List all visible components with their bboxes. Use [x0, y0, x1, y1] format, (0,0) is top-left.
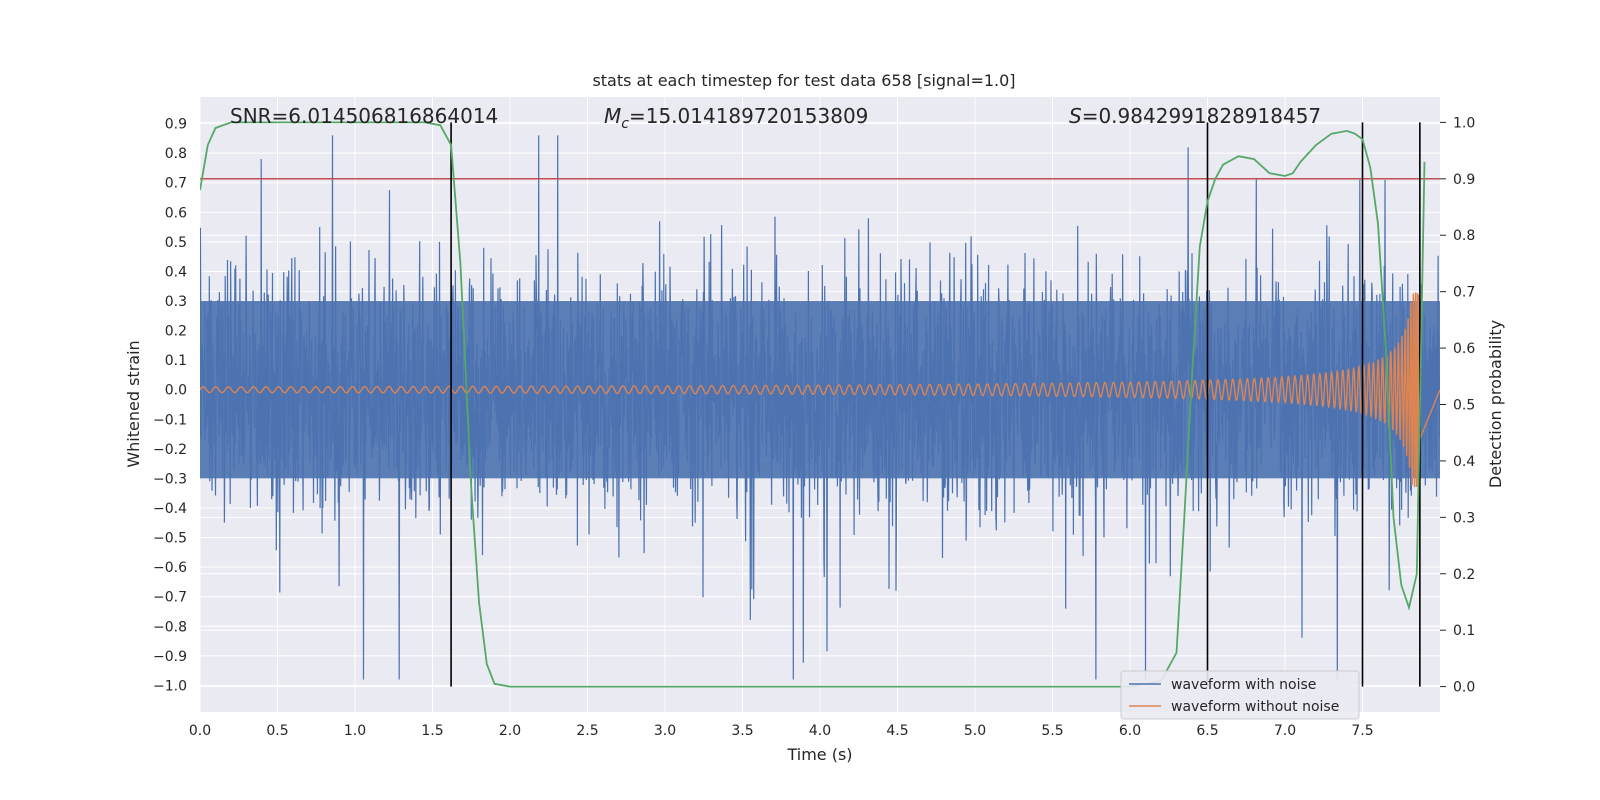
y-tick-label: 0.8	[165, 146, 187, 162]
y2-tick-label: 0.7	[1453, 285, 1475, 301]
x-tick-label: 2.5	[576, 723, 598, 739]
x-tick-label: 4.5	[886, 723, 908, 739]
series-detection-probability	[200, 121, 1426, 688]
y-tick-label: 0.0	[165, 383, 187, 399]
x-tick-label: 3.0	[654, 723, 676, 739]
y2-axis-label: Detection probability	[1486, 320, 1505, 488]
plot-content	[200, 121, 1440, 688]
x-tick-label: 2.0	[499, 723, 521, 739]
chirp-mass-symbol: M	[604, 104, 621, 128]
y2-tick-label: 0.2	[1453, 567, 1475, 583]
s-value: =0.9842991828918457	[1082, 104, 1321, 128]
x-tick-label: 0.5	[266, 723, 288, 739]
y-tick-label: −0.9	[153, 649, 187, 665]
legend-label-noise: waveform with noise	[1171, 677, 1316, 693]
x-tick-label: 3.5	[731, 723, 753, 739]
y2-tick-label: 0.1	[1453, 623, 1475, 639]
s-symbol: S	[1069, 104, 1082, 128]
y-tick-label: −0.1	[153, 412, 187, 428]
y2-tick-label: 1.0	[1453, 115, 1475, 131]
vertical-markers	[450, 122, 1421, 687]
x-axis-ticks: 0.0 0.5 1.0 1.5 2.0 2.5 3.0 3.5 4.0 4.5 5.0 5.5 6.0 6…	[189, 723, 1374, 739]
y2-tick-label: 0.8	[1453, 228, 1475, 244]
legend: waveform with noise waveform without noi…	[1120, 670, 1360, 720]
y-tick-label: 0.5	[165, 235, 187, 251]
y-tick-label: −0.5	[153, 531, 187, 547]
y-tick-label: −0.4	[153, 501, 187, 517]
y2-tick-label: 0.5	[1453, 398, 1475, 414]
y2-axis-ticks: 1.0 0.9 0.8 0.7 0.6 0.5 0.4 0.3 0.2 0.1 0.0	[1440, 115, 1475, 696]
y-tick-label: −1.0	[153, 678, 187, 694]
y-axis-label: Whitened strain	[124, 340, 143, 467]
x-tick-label: 6.5	[1196, 723, 1218, 739]
y-tick-label: −0.2	[153, 442, 187, 458]
noise-waveform-core	[200, 301, 1440, 479]
chirp-mass-value: =15.014189720153809	[629, 104, 868, 128]
x-tick-label: 5.0	[964, 723, 986, 739]
chart-title: stats at each timestep for test data 658…	[592, 71, 1015, 90]
x-tick-label: 4.0	[809, 723, 831, 739]
y-tick-label: 0.1	[165, 353, 187, 369]
y2-tick-label: 0.0	[1453, 680, 1475, 696]
legend-box	[1120, 670, 1360, 720]
x-axis-label: Time (s)	[786, 745, 852, 764]
snr-annotation: SNR=6.014506816864014	[230, 104, 498, 128]
series-waveform-with-noise	[200, 135, 1440, 680]
series-waveform-without-noise	[200, 292, 1440, 488]
y-tick-label: 0.7	[165, 176, 187, 192]
x-tick-label: 6.0	[1119, 723, 1141, 739]
y-axis-ticks: 0.9 0.8 0.7 0.6 0.5 0.4 0.3 0.2 0.1 0.0 −0.1 −0.2 −0…	[153, 117, 187, 695]
y-tick-label: −0.3	[153, 471, 187, 487]
y2-tick-label: 0.4	[1453, 454, 1475, 470]
y2-tick-label: 0.9	[1453, 172, 1475, 188]
y-tick-label: 0.9	[165, 117, 187, 133]
y-tick-label: −0.7	[153, 590, 187, 606]
legend-label-clean: waveform without noise	[1171, 699, 1339, 715]
y2-tick-label: 0.3	[1453, 510, 1475, 526]
y-tick-label: 0.4	[165, 264, 187, 280]
y-tick-label: 0.3	[165, 294, 187, 310]
x-tick-label: 0.0	[189, 723, 211, 739]
s-annotation: S=0.9842991828918457	[1069, 104, 1321, 128]
x-tick-label: 7.0	[1274, 723, 1296, 739]
y2-tick-label: 0.6	[1453, 341, 1475, 357]
x-tick-label: 7.5	[1351, 723, 1373, 739]
clean-waveform-line	[200, 292, 1440, 488]
y-tick-label: −0.8	[153, 619, 187, 635]
detection-probability-line	[200, 121, 1426, 688]
y-tick-label: 0.6	[165, 205, 187, 221]
y-tick-label: −0.6	[153, 560, 187, 576]
x-tick-label: 5.5	[1041, 723, 1063, 739]
chirp-mass-annotation: Mc=15.014189720153809	[604, 104, 868, 132]
chirp-mass-subscript: c	[621, 116, 629, 132]
x-tick-label: 1.5	[421, 723, 443, 739]
x-tick-label: 1.0	[344, 723, 366, 739]
y-tick-label: 0.2	[165, 324, 187, 340]
